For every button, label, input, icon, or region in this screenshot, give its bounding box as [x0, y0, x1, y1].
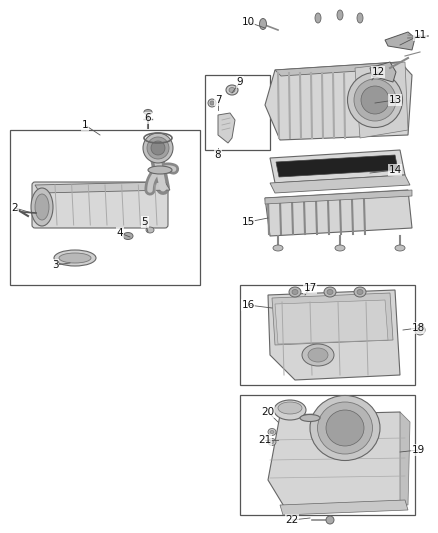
Ellipse shape — [300, 415, 320, 422]
Ellipse shape — [144, 109, 152, 115]
Ellipse shape — [415, 325, 425, 335]
Text: 5: 5 — [141, 217, 148, 227]
Ellipse shape — [31, 188, 53, 226]
Polygon shape — [275, 300, 388, 344]
Polygon shape — [265, 62, 412, 140]
Polygon shape — [265, 190, 412, 236]
Polygon shape — [400, 412, 410, 505]
Polygon shape — [280, 500, 408, 515]
Ellipse shape — [395, 245, 405, 251]
Bar — [240, 285, 415, 385]
Ellipse shape — [326, 516, 334, 524]
Polygon shape — [35, 182, 170, 193]
Ellipse shape — [147, 137, 169, 159]
Ellipse shape — [417, 327, 423, 333]
Ellipse shape — [278, 402, 302, 414]
Polygon shape — [276, 155, 398, 177]
Text: 7: 7 — [215, 95, 221, 105]
Polygon shape — [268, 412, 405, 508]
Ellipse shape — [357, 13, 363, 23]
Ellipse shape — [361, 86, 389, 114]
Ellipse shape — [326, 410, 364, 446]
Text: 18: 18 — [411, 323, 424, 333]
Polygon shape — [275, 62, 406, 76]
Bar — [10, 130, 200, 285]
Text: 2: 2 — [12, 203, 18, 213]
Ellipse shape — [151, 141, 165, 155]
Ellipse shape — [335, 245, 345, 251]
Text: 1: 1 — [82, 120, 88, 130]
Bar — [240, 395, 415, 515]
Ellipse shape — [354, 79, 396, 121]
Text: 13: 13 — [389, 95, 402, 105]
Polygon shape — [268, 290, 400, 380]
Text: 4: 4 — [117, 228, 124, 238]
Polygon shape — [265, 190, 412, 204]
Ellipse shape — [347, 72, 403, 127]
Ellipse shape — [54, 250, 96, 266]
Text: 19: 19 — [411, 445, 424, 455]
Ellipse shape — [274, 400, 306, 420]
Polygon shape — [270, 175, 410, 193]
Text: 21: 21 — [258, 435, 272, 445]
Ellipse shape — [354, 287, 366, 297]
Polygon shape — [370, 62, 396, 82]
Ellipse shape — [268, 439, 276, 446]
Ellipse shape — [270, 431, 274, 433]
FancyBboxPatch shape — [32, 182, 168, 228]
Ellipse shape — [59, 253, 91, 263]
Ellipse shape — [318, 402, 372, 454]
Ellipse shape — [292, 289, 298, 295]
Ellipse shape — [289, 287, 301, 297]
Ellipse shape — [35, 194, 49, 220]
Ellipse shape — [148, 166, 172, 174]
Text: 6: 6 — [145, 113, 151, 123]
Text: 3: 3 — [52, 260, 58, 270]
Text: 12: 12 — [371, 67, 385, 77]
Ellipse shape — [270, 440, 274, 443]
Text: 8: 8 — [215, 150, 221, 160]
Polygon shape — [272, 293, 393, 345]
Text: 20: 20 — [261, 407, 275, 417]
Ellipse shape — [229, 87, 235, 93]
Text: 22: 22 — [286, 515, 299, 525]
Text: 10: 10 — [241, 17, 254, 27]
Ellipse shape — [357, 289, 363, 295]
Ellipse shape — [327, 289, 333, 295]
Ellipse shape — [268, 429, 276, 435]
Ellipse shape — [308, 348, 328, 362]
Ellipse shape — [259, 19, 266, 29]
Text: 15: 15 — [241, 217, 254, 227]
Ellipse shape — [123, 232, 133, 239]
Ellipse shape — [143, 133, 173, 163]
Text: 9: 9 — [237, 77, 244, 87]
Polygon shape — [218, 113, 235, 143]
Bar — [205, 75, 270, 150]
Text: 17: 17 — [304, 283, 317, 293]
Ellipse shape — [273, 245, 283, 251]
Ellipse shape — [315, 13, 321, 23]
Polygon shape — [385, 32, 415, 50]
Text: 11: 11 — [413, 30, 427, 40]
Ellipse shape — [226, 85, 238, 95]
Polygon shape — [355, 62, 408, 138]
Ellipse shape — [310, 395, 380, 461]
Ellipse shape — [302, 344, 334, 366]
Polygon shape — [270, 150, 405, 183]
Ellipse shape — [146, 227, 154, 233]
Ellipse shape — [210, 101, 214, 105]
Text: 16: 16 — [241, 300, 254, 310]
Ellipse shape — [337, 10, 343, 20]
Text: 14: 14 — [389, 165, 402, 175]
Ellipse shape — [208, 99, 216, 107]
Ellipse shape — [324, 287, 336, 297]
